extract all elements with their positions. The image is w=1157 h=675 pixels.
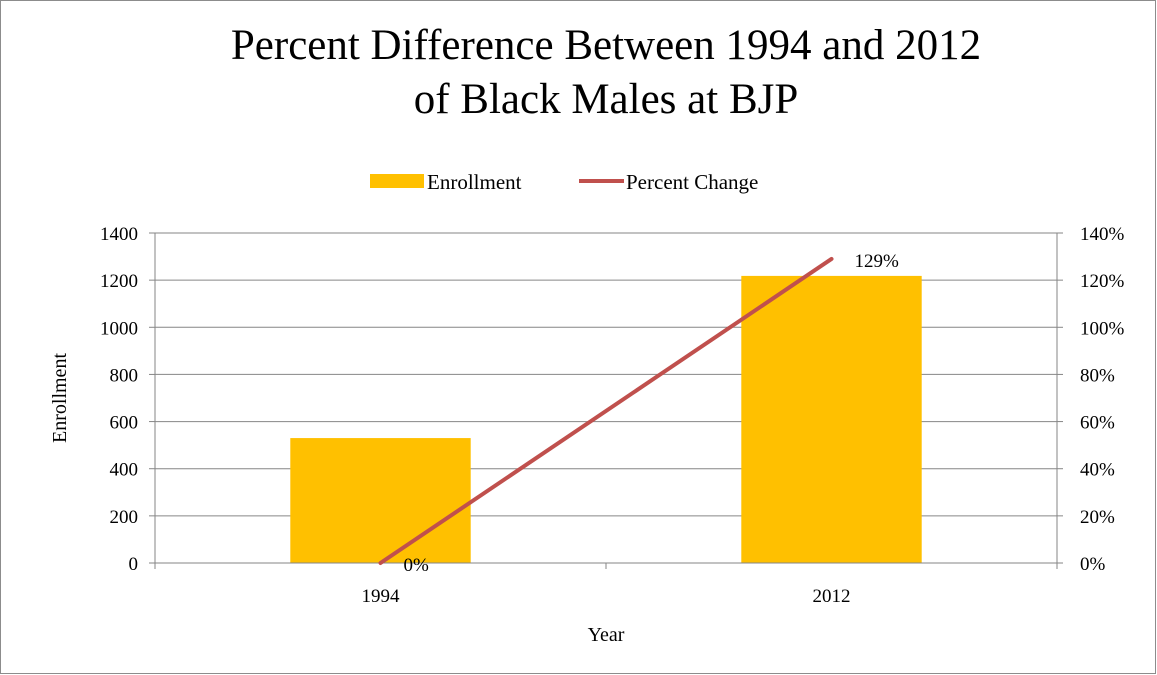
y-tick-label: 0 [129, 554, 139, 575]
y2-tick-label: 0% [1080, 554, 1106, 575]
y2-tick-label: 40% [1080, 460, 1115, 481]
y2-tick-label: 100% [1080, 318, 1125, 339]
x-axis-title: Year [588, 624, 625, 646]
y-tick-label: 400 [110, 460, 139, 481]
bar-2012 [741, 275, 922, 563]
y-tick-label: 800 [110, 365, 139, 386]
legend: Enrollment Percent Change [370, 170, 758, 194]
y-tick-label: 600 [110, 413, 139, 434]
legend-swatch-enrollment [370, 174, 424, 188]
x-tick-label: 1994 [362, 586, 401, 607]
chart-title-line-2: of Black Males at BJP [414, 76, 799, 123]
y2-tick-label: 60% [1080, 413, 1115, 434]
y-tick-label: 1400 [100, 224, 138, 245]
percent-change-line [378, 256, 834, 565]
percent-change-series-line [378, 256, 834, 565]
tick-labels: 0 200 400 600 800 1000 1200 1400 0% 20% 40% 60% 80% 1… [100, 224, 1125, 607]
percent-change-point-1994 [379, 561, 382, 565]
y-axis-title: Enrollment [49, 353, 71, 443]
legend-label-enrollment: Enrollment [427, 170, 522, 194]
percent-change-point-2012 [830, 257, 833, 261]
axes [149, 232, 1063, 569]
legend-label-percent-change: Percent Change [626, 170, 758, 194]
y-tick-label: 1200 [100, 271, 138, 292]
y-tick-label: 200 [110, 507, 139, 528]
percent-change-data-label: 0% [404, 555, 430, 576]
x-tick-label: 2012 [813, 586, 851, 607]
y2-tick-label: 120% [1080, 271, 1125, 292]
enrollment-bars [290, 275, 922, 563]
chart-title-line-1: Percent Difference Between 1994 and 2012 [231, 22, 981, 69]
y2-tick-label: 80% [1080, 365, 1115, 386]
y-tick-label: 1000 [100, 318, 138, 339]
percent-change-data-label: 129% [855, 251, 900, 272]
y2-tick-label: 20% [1080, 507, 1115, 528]
y2-tick-label: 140% [1080, 224, 1125, 245]
bar-1994 [290, 438, 471, 563]
